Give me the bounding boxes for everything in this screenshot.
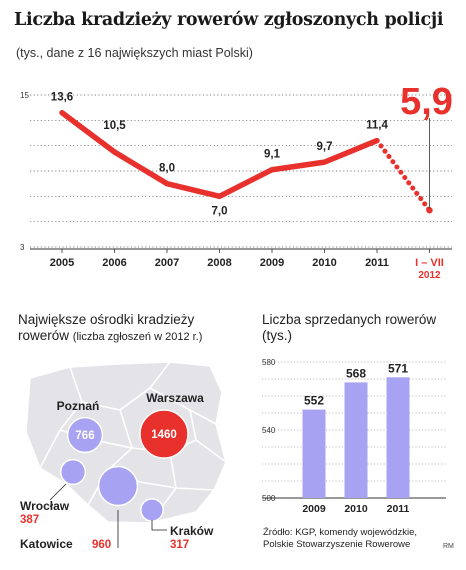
page-title: Liczba kradzieży rowerów zgłoszonych pol…: [14, 10, 444, 30]
bar: [302, 409, 326, 498]
city-label: Warszawa: [146, 391, 204, 405]
bar-value-label: 568: [346, 366, 366, 380]
data-label-highlight: 5,9: [400, 81, 453, 123]
city-value: 1460: [151, 429, 177, 441]
data-point: [426, 207, 433, 214]
bar-y-tick-label: 540: [262, 426, 276, 435]
bar-value-label: 552: [304, 394, 324, 408]
data-label: 7,0: [212, 205, 228, 217]
y-tick-label: 3: [20, 243, 25, 252]
x-tick-label: 2011: [365, 257, 389, 269]
sales-ylabel: (tys.): [262, 328, 292, 343]
city-bubble: [66, 416, 104, 454]
y-tick-label: 15: [20, 91, 29, 100]
city-value: 387: [20, 514, 39, 526]
x-tick-label: 2009: [260, 257, 284, 269]
x-tick-label: I – VII: [415, 257, 444, 269]
x-tick-label: 2005: [50, 257, 74, 269]
data-label: 13,6: [51, 92, 73, 104]
bar-y-tick-label: 500: [262, 494, 276, 503]
x-tick-label: 2007: [155, 257, 179, 269]
x-tick-label: 2008: [207, 257, 231, 269]
series-line-projected: [374, 138, 432, 213]
sales-title-main: Liczba sprzedanych rowerów: [262, 312, 437, 327]
source-line-2: Polskie Stowarzyszenie Rowerowe: [263, 539, 411, 550]
map-title-note: (liczba zgłoszeń w 2012 r.): [72, 331, 203, 343]
sales-title: Liczba sprzedanych rowerów (tys.): [262, 312, 436, 344]
map-region-border: [189, 409, 197, 441]
series-line: [59, 109, 380, 200]
city-label: Poznań: [57, 399, 100, 413]
author-initials: RM: [443, 543, 454, 550]
data-label: 11,4: [366, 120, 388, 132]
map-region-border: [39, 366, 83, 469]
map-title: Największe ośrodki kradzieży rowerów (li…: [18, 312, 202, 345]
city-label: Wrocław: [20, 499, 70, 513]
data-label: 9,7: [317, 141, 333, 153]
x-tick-label: 2006: [102, 257, 126, 269]
bar-x-tick-label: 2011: [387, 503, 410, 515]
source-note: Źródło: KGP, komendy wojewódzkie, Polski…: [263, 527, 417, 551]
page-subtitle: (tys., dane z 16 największych miast Pols…: [16, 46, 253, 60]
source-line-1: Źródło: KGP, komendy wojewódzkie,: [263, 527, 418, 538]
bar: [386, 377, 410, 498]
leader-line: [151, 520, 167, 531]
city-bubble: [59, 458, 87, 486]
bar-value-label: 571: [388, 361, 408, 375]
data-label: 10,5: [103, 120, 126, 132]
map-region-border: [81, 361, 171, 411]
bar-x-tick-label: 2009: [302, 503, 326, 515]
map-title-main: Największe ośrodki kradzieży: [18, 312, 195, 327]
city-value: 766: [75, 430, 94, 442]
city-label: Katowice: [20, 537, 73, 551]
bar-x-tick-label: 2010: [344, 503, 368, 515]
bar: [344, 382, 368, 498]
city-bubble: [139, 409, 189, 459]
map-title-line2: rowerów: [18, 328, 70, 343]
city-bubble: [140, 498, 164, 522]
data-label: 9,1: [264, 149, 281, 161]
leader-line: [49, 483, 67, 501]
data-label: 8,0: [159, 163, 175, 175]
city-label: Kraków: [170, 524, 214, 538]
city-value: 960: [92, 539, 111, 551]
city-value: 317: [170, 539, 189, 551]
bar-y-tick-label: 580: [262, 358, 276, 367]
city-bubble: [97, 465, 139, 507]
x-tick-label: 2010: [312, 257, 336, 269]
x-tick-sublabel: 2012: [418, 270, 441, 281]
